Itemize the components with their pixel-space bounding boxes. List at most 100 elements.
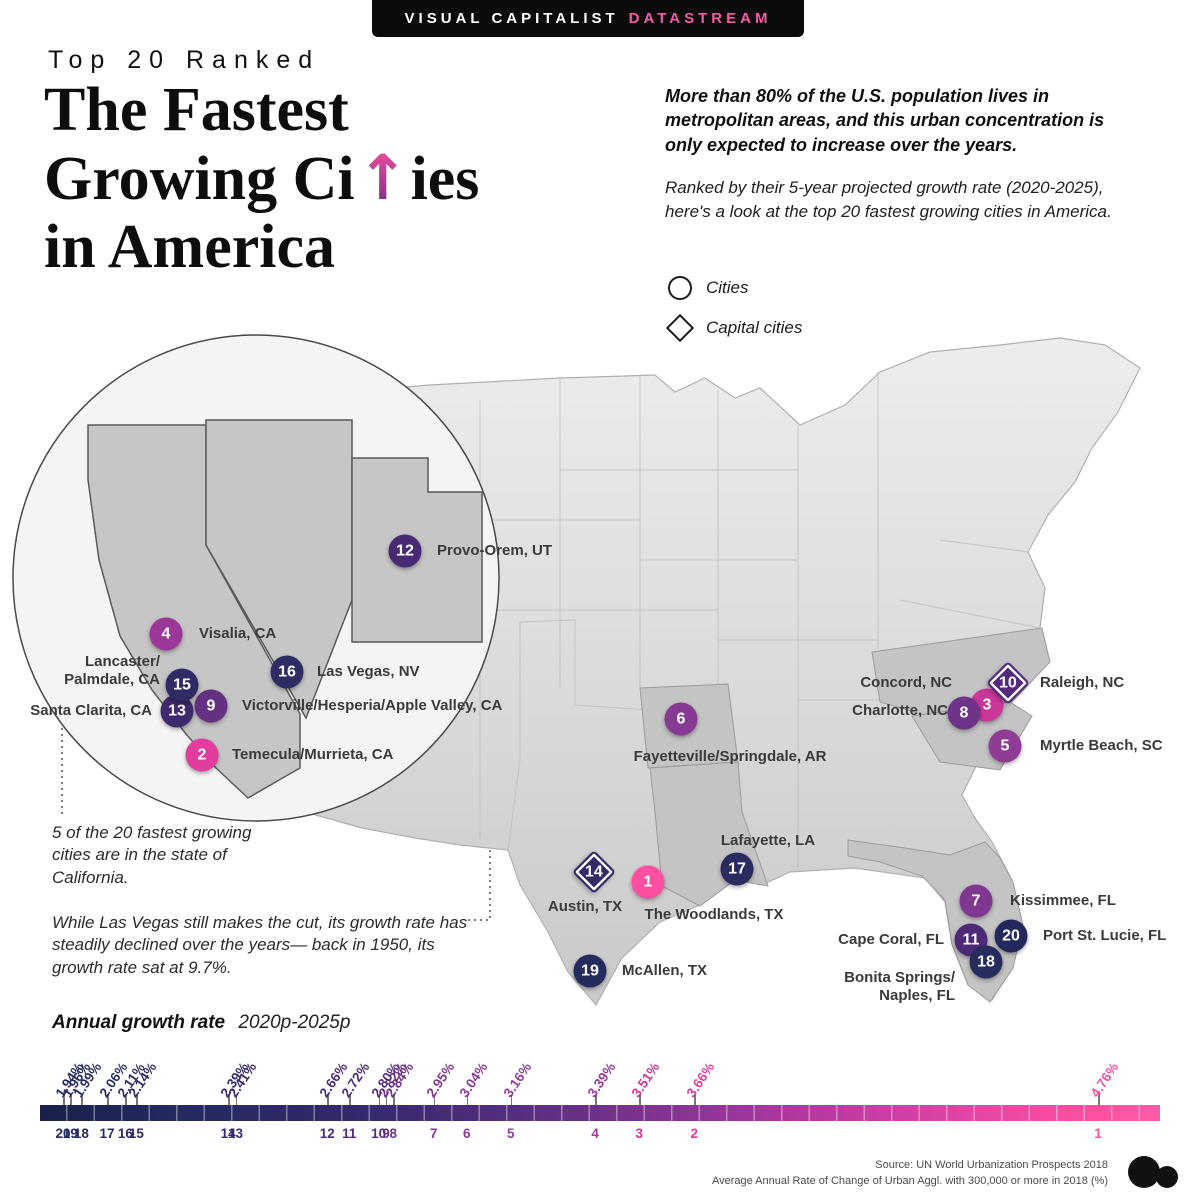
marker-rank: 8	[959, 704, 969, 721]
city-marker-8[interactable]: 8	[947, 696, 981, 730]
intro-lead: More than 80% of the U.S. population liv…	[665, 86, 1105, 155]
title-line1: The Fastest	[44, 76, 349, 144]
marker-rank: 2	[197, 746, 207, 763]
axis-rank-label-3: 3	[635, 1126, 643, 1141]
marker-rank: 20	[1002, 927, 1020, 944]
axis-tick-18	[81, 1094, 83, 1105]
marker-rank: 14	[585, 862, 603, 880]
axis-tick-11	[349, 1094, 351, 1105]
legend-cities: Cities	[668, 276, 749, 300]
city-marker-2[interactable]: 2	[185, 738, 219, 772]
axis-rank-label-1: 1	[1094, 1126, 1102, 1141]
axis-rank-label-13: 13	[227, 1126, 244, 1141]
axis-rank-label-9: 9	[382, 1126, 390, 1141]
axis-rank-label-14: 14	[220, 1126, 236, 1141]
axis-rank-label-5: 5	[507, 1126, 515, 1141]
marker-rank: 15	[173, 676, 191, 693]
axis-tick-6	[466, 1094, 469, 1105]
growth-arrow-icon: ↑	[356, 141, 409, 214]
city-marker-7[interactable]: 7	[959, 884, 993, 918]
marker-rank: 18	[977, 953, 995, 970]
source-note: Source: UN World Urbanization Prospects …	[712, 1158, 1108, 1190]
magnified-west	[12, 334, 500, 822]
marker-rank: 11	[962, 931, 980, 948]
capital-legend-icon	[665, 313, 695, 343]
state-nevada	[205, 419, 353, 720]
axis-rank-label-8: 8	[389, 1126, 398, 1141]
axis-tick-20	[63, 1094, 65, 1105]
title-line2-post: ies	[410, 145, 480, 213]
city-marker-19[interactable]: 19	[573, 954, 607, 988]
legend-capitals-label: Capital cities	[706, 318, 803, 337]
growth-rate-scale-bar	[40, 1105, 1160, 1121]
brand-suffix: DATASTREAM	[628, 10, 772, 27]
axis-tick-5	[510, 1094, 513, 1105]
marker-rank: 6	[676, 710, 686, 727]
axis-tick-17	[107, 1094, 109, 1105]
axis-tick-2	[694, 1094, 696, 1105]
axis-rank-label-10: 10	[371, 1126, 387, 1141]
city-marker-9[interactable]: 9	[194, 689, 228, 723]
axis-tick-12	[327, 1094, 329, 1105]
axis-tick-19	[70, 1094, 72, 1105]
axis-tick-8	[393, 1094, 395, 1105]
city-marker-16[interactable]: 16	[270, 655, 304, 689]
kicker: Top 20 Ranked	[48, 46, 321, 74]
axis-tick-10	[378, 1094, 381, 1105]
visual-capitalist-logo	[1128, 1156, 1178, 1188]
title-line3: in America	[44, 213, 335, 281]
state-borders	[479, 372, 1041, 868]
city-marker-18[interactable]: 18	[969, 945, 1003, 979]
axis-rank-label-15: 15	[128, 1126, 144, 1141]
axis-rank-label-6: 6	[462, 1126, 471, 1141]
axis-tick-16	[125, 1094, 127, 1105]
source-line2: Average Annual Rate of Change of Urban A…	[711, 1174, 1108, 1187]
axis-rank-label-12: 12	[319, 1126, 335, 1141]
axis-rank-label-17: 17	[99, 1126, 115, 1141]
marker-rank: 12	[396, 542, 414, 559]
axis-tick-15	[136, 1094, 138, 1105]
city-marker-1[interactable]: 1	[631, 865, 665, 899]
city-marker-6[interactable]: 6	[664, 702, 698, 736]
city-marker-5[interactable]: 5	[988, 729, 1022, 763]
city-legend-icon	[668, 276, 692, 300]
annotation-connectors	[61, 728, 491, 921]
axis-tick-14	[228, 1094, 230, 1105]
city-marker-20[interactable]: 20	[994, 919, 1028, 953]
axis-rank-label-2: 2	[690, 1126, 699, 1141]
marker-rank: 19	[581, 962, 599, 979]
intro-sub: Ranked by their 5-year projected growth …	[665, 178, 1112, 221]
marker-rank: 4	[161, 625, 171, 642]
city-marker-4[interactable]: 4	[149, 617, 183, 651]
scale-title-period: 2020p-2025p	[238, 1012, 351, 1033]
city-marker-15[interactable]: 15	[165, 668, 199, 702]
brand-bar: VISUAL CAPITALIST DATASTREAM	[372, 0, 804, 37]
axis-rank-label-16: 16	[117, 1126, 133, 1141]
axis-tick-3	[639, 1094, 641, 1105]
city-marker-12[interactable]: 12	[388, 534, 422, 568]
marker-rank: 10	[999, 673, 1017, 691]
axis-rank-label-4: 4	[591, 1126, 599, 1141]
scale-title: Annual growth rate 2020p-2025p	[52, 1012, 350, 1034]
scale-title-label: Annual growth rate	[52, 1012, 226, 1033]
axis-tick-1	[1098, 1094, 1100, 1105]
marker-rank: 1	[643, 873, 653, 890]
axis-rank-label-18: 18	[73, 1126, 89, 1141]
marker-rank: 13	[168, 702, 186, 719]
axis-rank-label-20: 20	[55, 1126, 71, 1141]
axis-rank-label-11: 11	[342, 1126, 357, 1141]
axis-tick-9	[385, 1094, 388, 1105]
marker-rank: 17	[728, 860, 746, 877]
axis-tick-4	[595, 1094, 597, 1105]
california-note: 5 of the 20 fastest growing cities are i…	[52, 823, 252, 887]
marker-rank: 16	[278, 663, 296, 680]
legend-cities-label: Cities	[706, 278, 749, 297]
title-line2-pre: Growing Ci	[44, 145, 355, 213]
axis-tick-13	[235, 1094, 237, 1105]
marker-rank: 5	[1000, 737, 1010, 754]
source-line1: Source: UN World Urbanization Prospects …	[875, 1159, 1108, 1171]
city-marker-17[interactable]: 17	[720, 852, 754, 886]
marker-rank: 7	[971, 892, 981, 909]
